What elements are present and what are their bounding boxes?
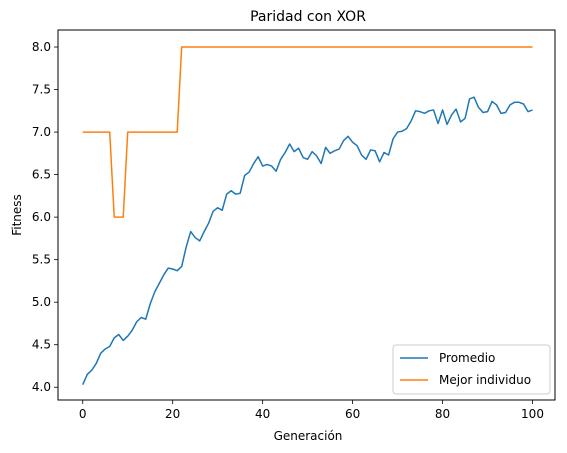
x-axis: 0 20 40 60 80 100 <box>79 400 544 421</box>
y-tick-label: 5.0 <box>32 295 51 309</box>
legend-box <box>392 344 551 395</box>
y-axis-title: Fitness <box>10 194 24 236</box>
y-tick-label: 8.0 <box>32 40 51 54</box>
legend: Promedio Mejor individuo <box>392 344 551 395</box>
legend-label-promedio: Promedio <box>439 351 495 365</box>
plot-area <box>82 46 533 385</box>
y-tick-label: 4.0 <box>32 380 51 394</box>
y-tick-label: 7.0 <box>32 125 51 139</box>
x-tick-label: 0 <box>79 407 87 421</box>
y-tick-label: 6.0 <box>32 210 51 224</box>
x-tick-label: 40 <box>255 407 270 421</box>
chart-title: Paridad con XOR <box>250 9 366 25</box>
x-tick-label: 20 <box>165 407 180 421</box>
y-tick-label: 6.5 <box>32 168 51 182</box>
x-tick-label: 80 <box>435 407 450 421</box>
x-tick-label: 60 <box>345 407 360 421</box>
x-tick-label: 100 <box>521 407 544 421</box>
x-axis-title: Generación <box>274 429 343 443</box>
plot-frame <box>57 29 556 401</box>
legend-label-mejor-individuo: Mejor individuo <box>439 373 531 387</box>
y-tick-label: 5.5 <box>32 253 51 267</box>
y-axis: 4.0 4.5 5.0 5.5 6.0 6.5 7.0 7.5 8.0 <box>32 40 58 394</box>
y-tick-label: 7.5 <box>32 83 51 97</box>
series-line-mejor-individuo <box>82 46 533 218</box>
series-line-promedio <box>82 96 533 385</box>
y-tick-label: 4.5 <box>32 338 51 352</box>
